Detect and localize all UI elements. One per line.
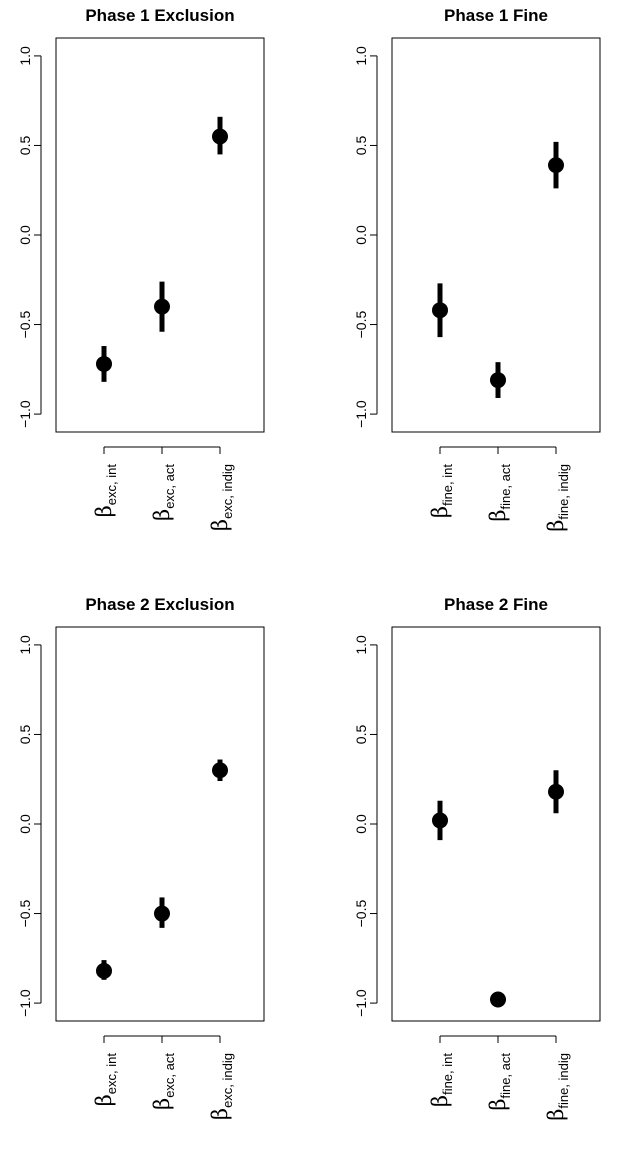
x-tick-label: βexc, indig [208, 1053, 235, 1120]
x-tick-label-subscript: exc, act [162, 464, 177, 509]
y-tick-label: −0.5 [353, 900, 369, 928]
panel-title: Phase 1 Exclusion [85, 6, 234, 25]
estimate-point [548, 783, 564, 800]
x-tick-label-subscript: exc, indig [220, 464, 235, 519]
x-tick-label-symbol: β [150, 1098, 174, 1110]
estimate-point [490, 991, 506, 1008]
estimate-point [432, 302, 448, 319]
plot-frame [55, 37, 265, 433]
x-tick-label: βfine, act [486, 464, 513, 522]
y-tick-label: −0.5 [353, 311, 369, 339]
estimate-point [154, 905, 170, 922]
y-tick-label: 1.0 [17, 635, 33, 655]
x-tick-label: βfine, int [428, 464, 455, 518]
x-tick-label: βfine, int [428, 1053, 455, 1107]
plot-frame [391, 37, 601, 433]
estimate-point [548, 157, 564, 174]
x-tick-label-symbol: β [544, 1109, 568, 1121]
y-tick-label: 1.0 [17, 46, 33, 66]
x-tick-label-subscript: exc, act [162, 1053, 177, 1098]
y-tick-label: −0.5 [17, 900, 33, 928]
plot-frame [55, 626, 265, 1022]
x-tick-label: βexc, act [150, 1053, 177, 1110]
x-tick-label-subscript: exc, int [104, 464, 119, 506]
y-tick-label: 0.5 [353, 136, 369, 156]
estimate-point [212, 128, 228, 145]
y-tick-label: 0.5 [17, 725, 33, 745]
estimate-point [154, 298, 170, 315]
y-tick-label: −1.0 [17, 989, 33, 1017]
x-tick-label-symbol: β [428, 506, 452, 518]
x-tick-label-subscript: fine, act [498, 1053, 513, 1099]
estimate-point [490, 372, 506, 389]
estimate-point [96, 355, 112, 372]
x-tick-label-subscript: fine, act [498, 464, 513, 510]
y-tick-label: 0.5 [17, 136, 33, 156]
x-tick-label-subscript: fine, int [440, 464, 455, 506]
y-tick-label: 1.0 [353, 46, 369, 66]
estimate-point [96, 962, 112, 979]
panel-title: Phase 2 Fine [444, 595, 548, 614]
y-tick-label: −1.0 [353, 400, 369, 428]
panel-1: Phase 1 Exclusion−1.0−0.50.00.51.0βexc, … [17, 6, 265, 531]
x-tick-label-subscript: exc, int [104, 1053, 119, 1095]
x-tick-label-symbol: β [208, 1108, 232, 1120]
x-tick-label-symbol: β [428, 1095, 452, 1107]
x-tick-label-symbol: β [208, 519, 232, 531]
x-tick-label: βexc, indig [208, 464, 235, 531]
x-tick-label-subscript: fine, int [440, 1053, 455, 1095]
x-tick-label: βfine, act [486, 1053, 513, 1111]
panel-title: Phase 2 Exclusion [85, 595, 234, 614]
x-tick-label-symbol: β [92, 1094, 116, 1106]
y-tick-label: 0.0 [17, 814, 33, 834]
x-tick-label-symbol: β [544, 520, 568, 532]
x-tick-label-symbol: β [486, 1099, 510, 1111]
y-tick-label: 0.0 [353, 225, 369, 245]
x-tick-label: βexc, int [92, 1053, 119, 1107]
estimate-point [432, 812, 448, 829]
x-tick-label: βfine, indig [544, 464, 571, 532]
y-tick-label: 0.0 [17, 225, 33, 245]
x-tick-label: βexc, int [92, 464, 119, 518]
x-tick-label-subscript: fine, indig [556, 464, 571, 520]
x-tick-label-symbol: β [486, 510, 510, 522]
y-tick-label: −1.0 [17, 400, 33, 428]
x-tick-label-symbol: β [92, 505, 116, 517]
x-tick-label-subscript: fine, indig [556, 1053, 571, 1109]
y-tick-label: 0.0 [353, 814, 369, 834]
estimate-point [212, 762, 228, 779]
x-tick-label: βfine, indig [544, 1053, 571, 1121]
y-tick-label: −0.5 [17, 311, 33, 339]
plot-frame [391, 626, 601, 1022]
y-tick-label: 0.5 [353, 725, 369, 745]
panel-3: Phase 2 Exclusion−1.0−0.50.00.51.0βexc, … [17, 595, 265, 1120]
x-tick-label-symbol: β [150, 509, 174, 521]
x-tick-label: βexc, act [150, 464, 177, 521]
panel-title: Phase 1 Fine [444, 6, 548, 25]
y-tick-label: −1.0 [353, 989, 369, 1017]
y-tick-label: 1.0 [353, 635, 369, 655]
x-tick-label-subscript: exc, indig [220, 1053, 235, 1108]
